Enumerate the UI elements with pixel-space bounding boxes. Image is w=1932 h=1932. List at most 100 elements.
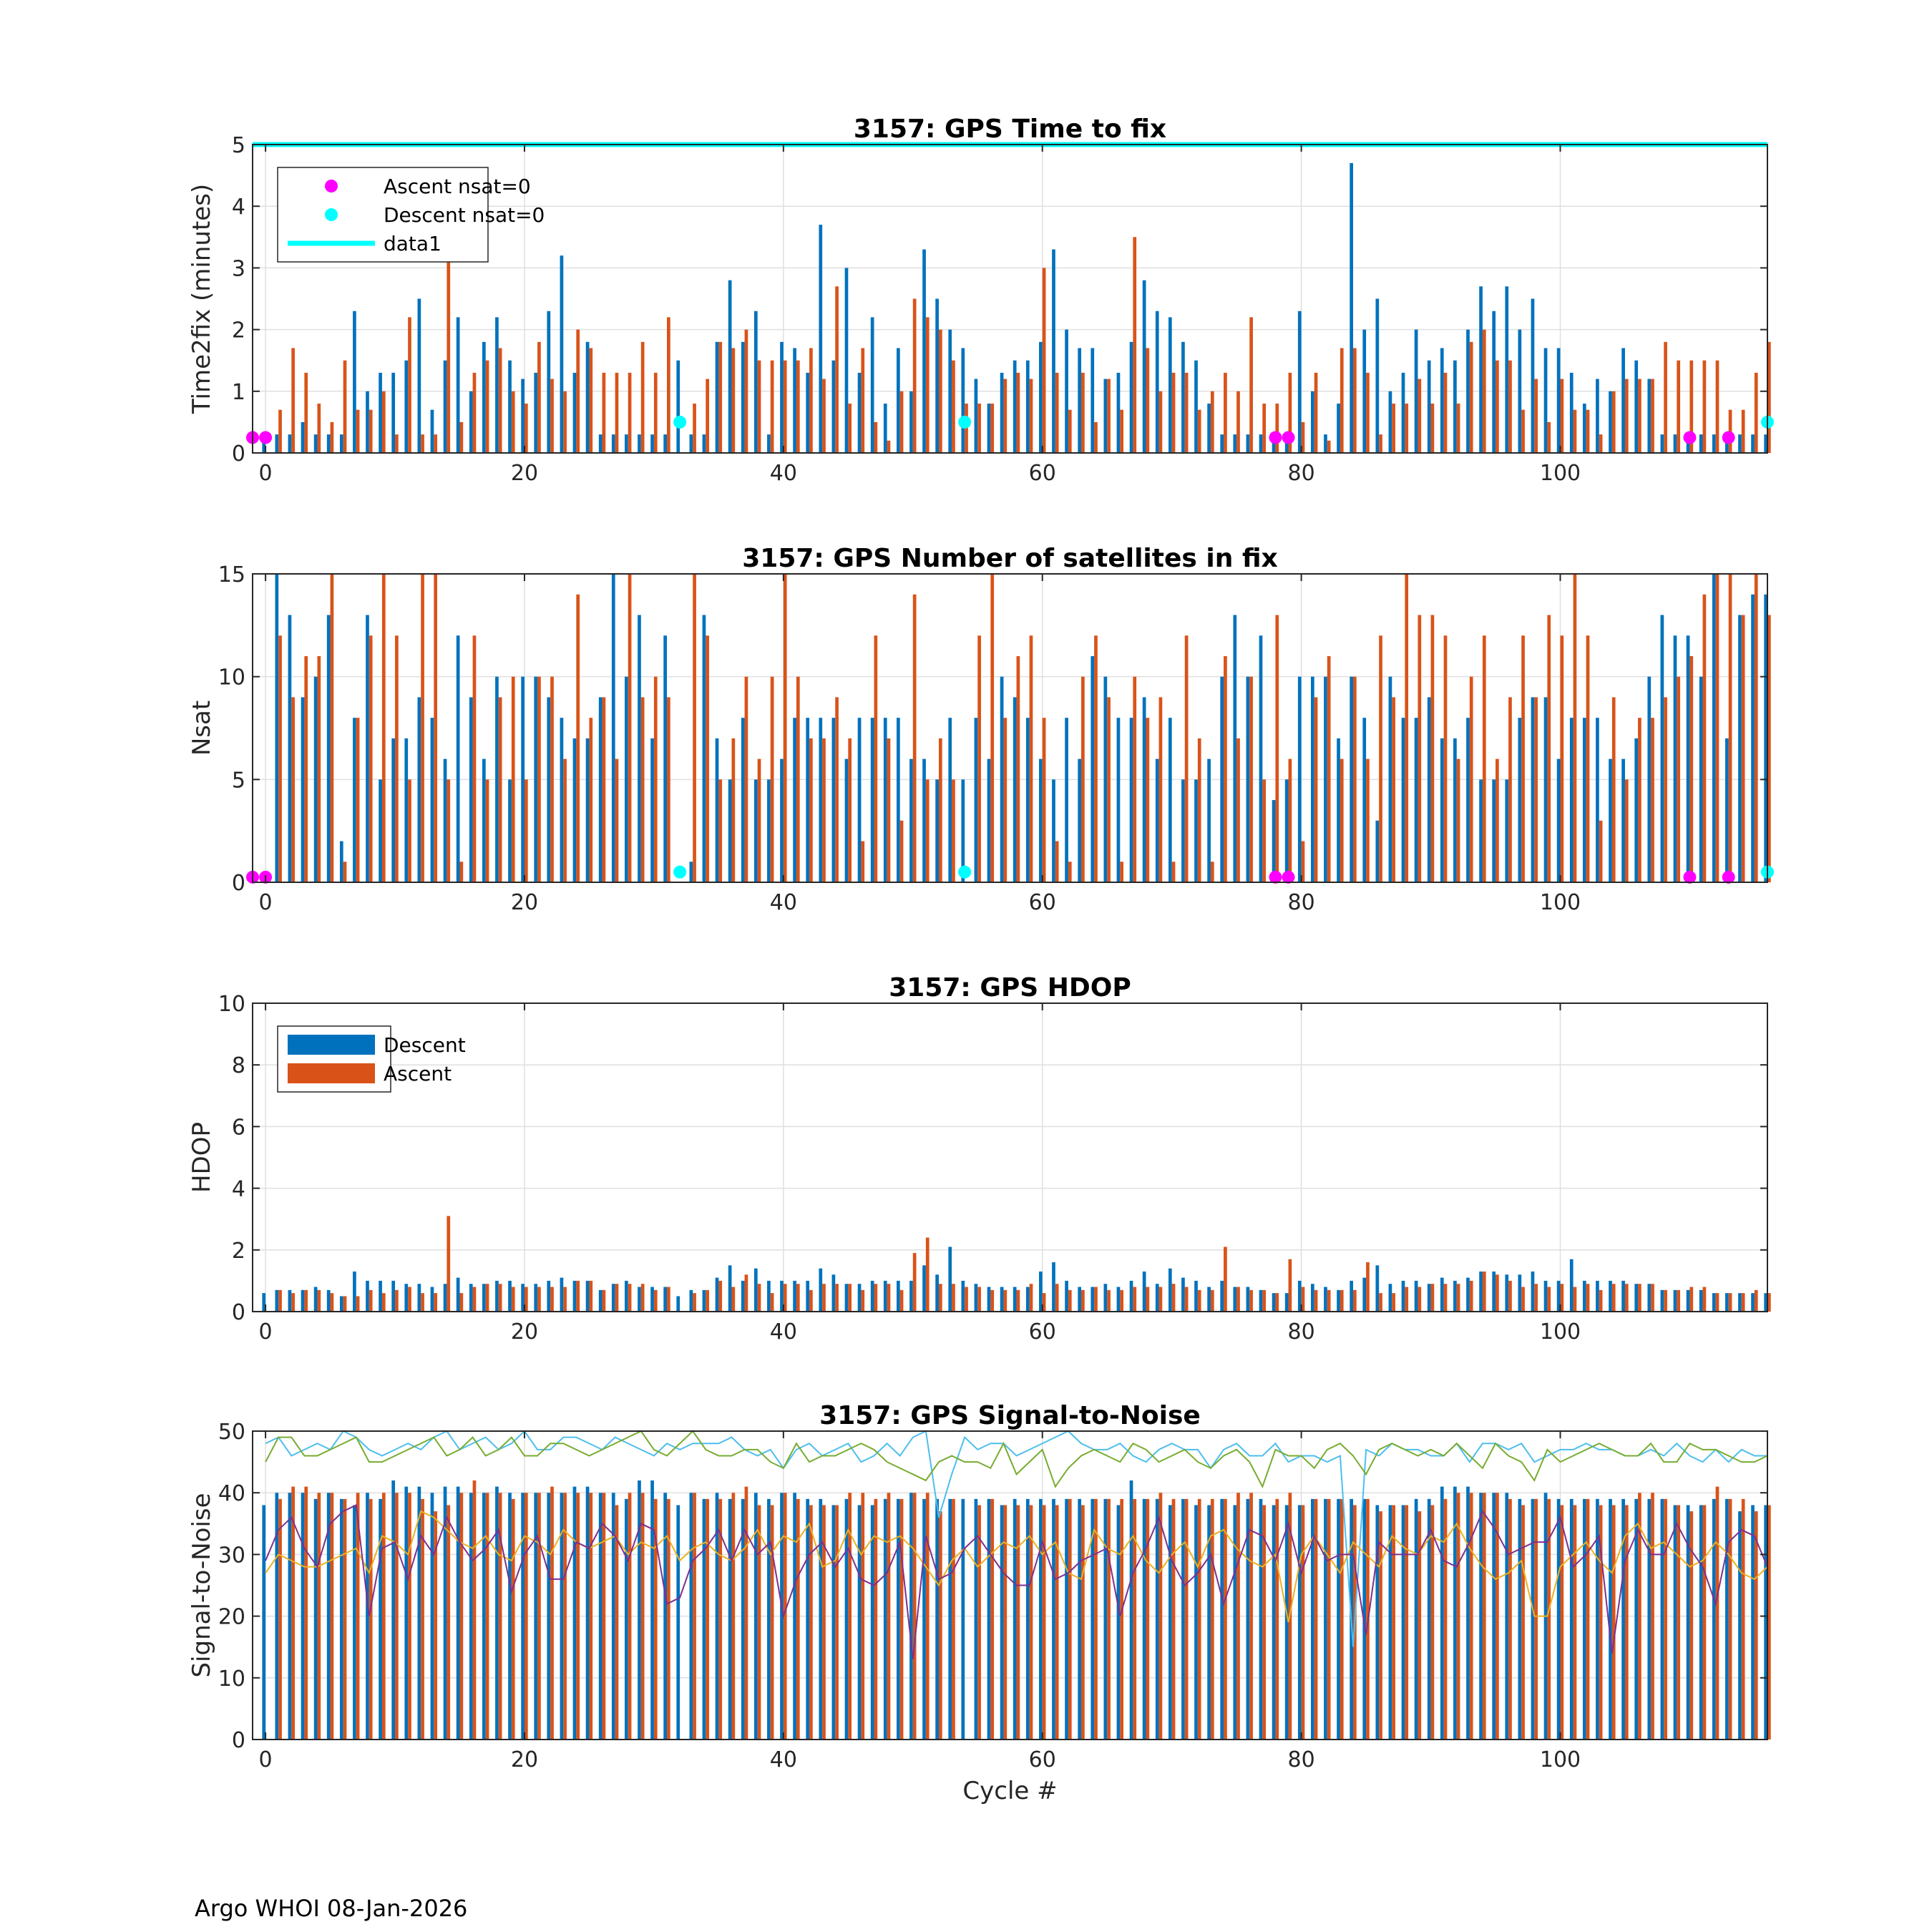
bar-ascent (667, 697, 670, 882)
bar-ascent (822, 1284, 826, 1312)
bar-ascent (447, 1505, 451, 1740)
bar-descent (974, 718, 978, 882)
bar-descent (404, 1284, 409, 1312)
bar-descent (1000, 676, 1004, 882)
bar-ascent (1249, 1289, 1253, 1312)
bar-descent (1609, 758, 1612, 882)
bar-ascent (1262, 1505, 1267, 1740)
bar-descent (1440, 1277, 1444, 1312)
bar-descent (366, 1280, 369, 1312)
bar-ascent (835, 1284, 839, 1312)
bar-ascent (615, 372, 619, 453)
bar-ascent (1664, 1498, 1667, 1740)
bar-ascent (822, 379, 826, 453)
bar-ascent (381, 574, 386, 882)
bar-ascent (1224, 372, 1227, 453)
bar-descent (1052, 1498, 1055, 1740)
bar-ascent (744, 1486, 748, 1740)
bar-descent (430, 1287, 434, 1312)
bar-descent (1013, 697, 1017, 882)
bar-ascent (861, 841, 865, 882)
bar-ascent (1741, 615, 1745, 882)
bar-descent (896, 1280, 900, 1312)
bar-ascent (874, 1498, 878, 1740)
axes-box (252, 1002, 1768, 1312)
bar-ascent (1599, 1505, 1603, 1740)
bar-descent (417, 298, 421, 453)
bar-descent (1025, 718, 1030, 882)
bar-ascent (693, 1293, 696, 1312)
bar-descent (1039, 341, 1043, 453)
bar-ascent (1624, 379, 1629, 453)
bar-descent (1505, 1493, 1509, 1740)
bar-ascent (731, 1493, 736, 1740)
bar-descent (1699, 434, 1703, 453)
bar-descent (909, 391, 913, 453)
bar-ascent (1664, 341, 1667, 453)
bar-descent (262, 1293, 266, 1312)
bar-descent (1091, 655, 1095, 882)
bar-ascent (1236, 1493, 1240, 1740)
bar-descent (1142, 697, 1146, 882)
bar-ascent (718, 1498, 723, 1740)
bar-descent (611, 434, 615, 453)
x-tick-label: 80 (1288, 461, 1315, 486)
bar-ascent (1171, 1284, 1176, 1312)
bar-ascent (796, 1498, 800, 1740)
bar-ascent (381, 1493, 386, 1740)
bar-ascent (1171, 372, 1176, 453)
bar-ascent (1534, 1284, 1538, 1312)
bar-ascent (317, 655, 321, 882)
bar-descent (508, 1280, 512, 1312)
bar-ascent (1456, 1493, 1460, 1740)
bar-ascent (537, 341, 541, 453)
bar-descent (793, 1493, 796, 1740)
bar-ascent (1508, 1498, 1512, 1740)
bar-descent (1596, 1280, 1599, 1312)
bar-descent (1518, 1498, 1522, 1740)
bar-ascent (718, 779, 723, 882)
bar-descent (1518, 329, 1522, 453)
bar-descent (560, 1277, 564, 1312)
bar-ascent (770, 1293, 774, 1312)
bar-ascent (640, 697, 645, 882)
bar-ascent (1133, 237, 1137, 453)
bar-descent (1181, 779, 1185, 882)
bar-descent (1246, 434, 1250, 453)
bar-ascent (887, 1493, 891, 1740)
bar-ascent (1456, 404, 1460, 453)
bar-descent (1596, 718, 1599, 882)
bar-descent (1440, 738, 1444, 882)
bar-descent (728, 1265, 732, 1312)
bar-descent (1427, 1284, 1431, 1312)
bar-ascent (731, 348, 736, 453)
bar-ascent (977, 635, 981, 882)
bar-ascent (563, 1493, 567, 1740)
bar-ascent (1741, 409, 1745, 453)
bar-descent (560, 255, 564, 453)
bar-descent (909, 758, 913, 882)
bar-ascent (628, 1284, 632, 1312)
y-tick-label: 5 (232, 133, 245, 158)
bar-ascent (1081, 1505, 1085, 1740)
bar-descent (948, 1498, 952, 1740)
bar-descent (741, 1280, 745, 1312)
marker-ascent-nsat0 (1683, 431, 1697, 444)
bar-descent (961, 779, 965, 882)
bar-descent (1233, 1287, 1237, 1312)
bar-ascent (1314, 1498, 1318, 1740)
bar-ascent (537, 1287, 541, 1312)
bar-ascent (1754, 1289, 1758, 1312)
bar-ascent (1638, 1493, 1641, 1740)
bar-descent (1751, 434, 1755, 453)
bar-descent (1220, 434, 1224, 453)
bar-descent (301, 1493, 305, 1740)
bar-descent (469, 1493, 473, 1740)
bar-ascent (1754, 574, 1758, 882)
bar-descent (1362, 1277, 1367, 1312)
bar-ascent (1405, 1505, 1409, 1740)
axes-box (252, 1430, 1768, 1740)
bar-descent (753, 311, 758, 453)
bar-descent (1259, 1498, 1263, 1740)
bar-ascent (912, 1253, 917, 1312)
